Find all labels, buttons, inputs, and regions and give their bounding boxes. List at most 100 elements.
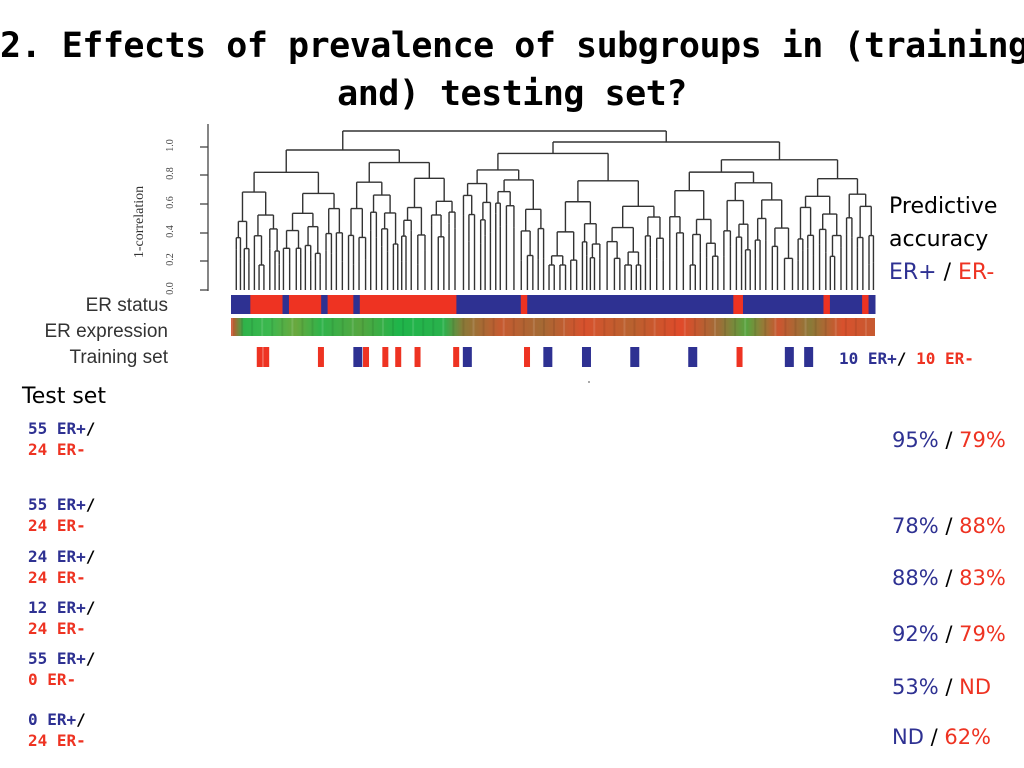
heatmap-stripe (542, 318, 545, 336)
heatmap-stripe (794, 318, 797, 336)
heatmap-stripe (553, 318, 555, 336)
training-er-pos-count: 10 ER+ (839, 349, 897, 368)
heatmap-stripe (603, 318, 606, 336)
accuracy-er-pos: 95% (892, 428, 939, 452)
er-status-track (231, 295, 876, 314)
y-tick-label: 0.8 (164, 167, 176, 180)
heatmap-stripe (673, 318, 676, 336)
heatmap-stripe (804, 318, 807, 336)
heatmap-stripe (522, 318, 525, 336)
training-sample-mark (363, 347, 370, 367)
heatmap-stripe (643, 318, 646, 336)
accuracy-er-neg: 88% (959, 514, 1006, 538)
er-status-segment (862, 295, 870, 314)
heatmap-stripe (784, 318, 787, 336)
heatmap-stripe (512, 318, 515, 336)
heatmap-stripe (734, 318, 737, 336)
test-er-pos-count: 0 ER+ (28, 710, 77, 729)
heatmap-stripe (583, 318, 586, 336)
training-sample-mark (414, 347, 421, 367)
accuracy-separator: / (938, 622, 960, 646)
heatmap-stripe (452, 318, 455, 336)
heatmap-stripe (311, 318, 314, 336)
er-status-segment (456, 295, 522, 314)
er-status-segment (742, 295, 824, 314)
heatmap-stripe (371, 318, 374, 336)
er-status-segment (733, 295, 744, 314)
heatmap-stripe (854, 318, 857, 336)
er-expression-heatmap (231, 318, 875, 336)
heatmap-stripe (754, 318, 757, 336)
er-status-segment (520, 295, 528, 314)
heatmap-stripe (834, 318, 837, 336)
heatmap-stripe (532, 318, 535, 336)
training-sample-mark (736, 347, 743, 367)
heatmap-stripe (412, 318, 415, 336)
accuracy-value: 88% / 83% (892, 566, 1006, 590)
test-row: 55 ER+/ 0 ER- (28, 648, 95, 690)
heatmap-stripe (271, 318, 274, 336)
training-sample-mark (263, 347, 270, 367)
heatmap-stripe (472, 318, 475, 336)
heatmap-stripe (714, 318, 716, 336)
er-status-segment (823, 295, 831, 314)
test-separator: / (85, 495, 96, 514)
er-status-segment (527, 295, 734, 314)
er-status-segment (829, 295, 863, 314)
accuracy-er-pos: ND (892, 725, 924, 749)
predictive-accuracy-header: Predictive accuracy ER+ / ER- (889, 190, 997, 289)
test-set-label: Test set (22, 384, 106, 409)
heatmap-stripe (764, 318, 767, 336)
test-er-neg-count: 24 ER- (28, 731, 86, 750)
heatmap-stripe (693, 318, 696, 336)
test-separator: / (76, 710, 86, 729)
predictive-accuracy-line2: accuracy (889, 227, 989, 252)
test-er-neg-count: 24 ER- (28, 440, 86, 459)
accuracy-er-pos: 88% (892, 566, 939, 590)
title-line-1: 2. Effects of prevalence of subgroups in… (0, 26, 1024, 66)
training-sample-mark (804, 347, 814, 367)
accuracy-separator: / (923, 725, 945, 749)
heatmap-stripe (381, 318, 384, 336)
heatmap-stripe (341, 318, 344, 336)
heatmap-stripe (321, 318, 324, 336)
heatmap-stripe (432, 318, 435, 336)
legend-er-pos: ER+ (889, 260, 937, 285)
test-row: 55 ER+/ 24 ER- (28, 418, 95, 460)
test-er-neg-count: 24 ER- (28, 516, 86, 535)
er-status-segment (250, 295, 284, 314)
accuracy-value: 92% / 79% (892, 622, 1006, 646)
heatmap-stripe (573, 318, 576, 336)
accuracy-er-neg: 79% (959, 428, 1006, 452)
heatmap-stripe (502, 318, 505, 336)
training-separator: / (896, 349, 917, 368)
accuracy-value: 53% / ND (892, 675, 991, 699)
training-sample-mark (524, 347, 531, 367)
er-status-segment (353, 295, 361, 314)
accuracy-separator: / (938, 566, 960, 590)
heatmap-stripe (663, 318, 666, 336)
heatmap-stripe (251, 318, 254, 336)
training-sample-mark (462, 347, 472, 367)
y-tick-label: 0.6 (164, 196, 176, 209)
er-expression-stripes (231, 318, 867, 336)
heatmap-stripe (563, 318, 566, 336)
slide-title: 2. Effects of prevalence of subgroups in… (0, 22, 1024, 118)
test-er-pos-count: 12 ER+ (28, 598, 86, 617)
training-set-track (256, 347, 814, 367)
training-sample-mark (688, 347, 698, 367)
training-set-label: Training set (69, 347, 168, 368)
y-tick-label: 0.2 (164, 253, 176, 266)
heatmap-stripe (593, 318, 596, 336)
heatmap-stripe (351, 318, 354, 336)
dendrogram-y-axis (200, 124, 209, 291)
training-sample-mark (395, 347, 402, 367)
heatmap-stripe (492, 318, 495, 336)
heatmap-stripe (261, 318, 264, 336)
training-sample-mark (453, 347, 460, 367)
heatmap-stripe (613, 318, 616, 336)
test-separator: / (85, 649, 96, 668)
heatmap-stripe (422, 318, 425, 336)
test-er-pos-count: 24 ER+ (28, 547, 86, 566)
heatmap-stripe (824, 318, 827, 336)
